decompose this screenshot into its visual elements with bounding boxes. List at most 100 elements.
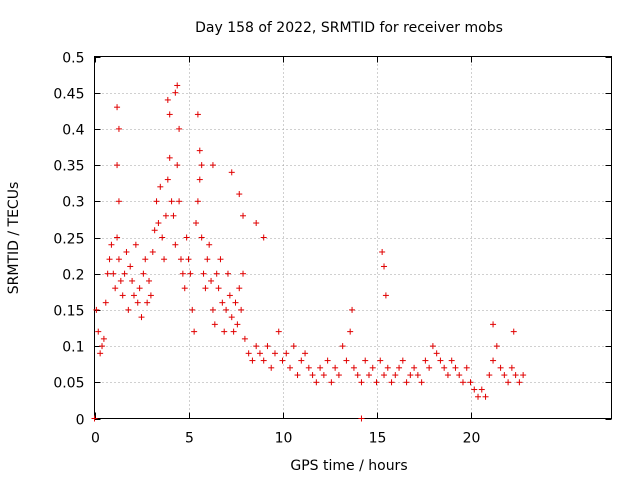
data-point <box>396 364 403 371</box>
data-point <box>256 350 263 357</box>
data-point <box>174 162 181 169</box>
chart-title: Day 158 of 2022, SRMTID for receiver mob… <box>195 20 503 36</box>
data-point <box>516 379 523 386</box>
data-point <box>482 393 489 400</box>
data-point <box>221 328 228 335</box>
data-point <box>166 111 173 118</box>
data-point <box>194 198 201 205</box>
data-point <box>112 285 119 292</box>
data-point <box>161 256 168 263</box>
data-point <box>294 372 301 379</box>
data-point <box>373 379 380 386</box>
data-point <box>136 285 143 292</box>
data-point <box>339 343 346 350</box>
data-point <box>172 89 179 96</box>
data-point <box>290 343 297 350</box>
data-point <box>157 183 164 190</box>
data-point <box>93 306 100 313</box>
data-point <box>382 292 389 299</box>
data-point <box>95 328 102 335</box>
data-point <box>232 299 239 306</box>
data-point <box>106 256 113 263</box>
data-point <box>219 299 226 306</box>
data-point <box>268 364 275 371</box>
y-tick-label: 0.45 <box>53 87 84 103</box>
data-point <box>505 379 512 386</box>
data-point <box>381 263 388 270</box>
data-point <box>114 162 121 169</box>
data-point <box>253 343 260 350</box>
data-point <box>198 234 205 241</box>
data-point <box>104 270 111 277</box>
data-point <box>179 270 186 277</box>
data-point <box>392 372 399 379</box>
data-point <box>162 212 169 219</box>
y-tick-label: 0.35 <box>53 159 84 175</box>
data-point <box>411 364 418 371</box>
data-point <box>115 125 122 132</box>
data-point <box>441 364 448 371</box>
data-point <box>202 285 209 292</box>
data-point <box>245 350 252 357</box>
x-tick-label: 15 <box>369 431 387 447</box>
data-point <box>403 379 410 386</box>
data-point <box>147 292 154 299</box>
data-point <box>198 162 205 169</box>
data-point <box>91 415 98 422</box>
data-point <box>114 104 121 111</box>
data-point <box>176 198 183 205</box>
data-point <box>365 372 372 379</box>
data-point <box>379 248 386 255</box>
data-point <box>317 364 324 371</box>
data-point <box>452 364 459 371</box>
data-point <box>228 314 235 321</box>
scatter-series <box>91 82 527 422</box>
data-point <box>100 335 107 342</box>
data-point <box>253 220 260 227</box>
data-point <box>508 364 515 371</box>
data-point <box>388 379 395 386</box>
data-point <box>305 364 312 371</box>
data-point <box>486 372 493 379</box>
data-point <box>264 343 271 350</box>
x-tick-label: 0 <box>91 431 100 447</box>
data-point <box>332 364 339 371</box>
data-point <box>467 379 474 386</box>
data-point <box>187 270 194 277</box>
data-point <box>119 292 126 299</box>
data-point <box>463 364 470 371</box>
data-point <box>362 357 369 364</box>
data-point <box>426 364 433 371</box>
plot-frame <box>94 56 612 419</box>
data-point <box>347 328 354 335</box>
data-point <box>146 277 153 284</box>
data-point <box>456 372 463 379</box>
y-tick-label: 0.05 <box>53 376 84 392</box>
data-point <box>123 248 130 255</box>
gridlines <box>94 56 612 419</box>
data-point <box>213 270 220 277</box>
data-point <box>144 299 151 306</box>
data-point <box>444 372 451 379</box>
data-point <box>230 328 237 335</box>
data-point <box>358 415 365 422</box>
data-point <box>209 162 216 169</box>
data-point <box>177 256 184 263</box>
data-point <box>193 220 200 227</box>
x-tick-label: 5 <box>185 431 194 447</box>
data-point <box>512 372 519 379</box>
data-point <box>209 306 216 313</box>
data-point <box>115 198 122 205</box>
data-point <box>377 357 384 364</box>
data-point <box>117 277 124 284</box>
data-point <box>437 357 444 364</box>
data-point <box>130 292 137 299</box>
data-point <box>215 285 222 292</box>
data-point <box>127 263 134 270</box>
data-point <box>121 270 128 277</box>
y-tick-label: 0.3 <box>62 195 84 211</box>
axis-ticks <box>94 56 612 420</box>
data-point <box>164 176 171 183</box>
x-tick-label: 20 <box>463 431 481 447</box>
